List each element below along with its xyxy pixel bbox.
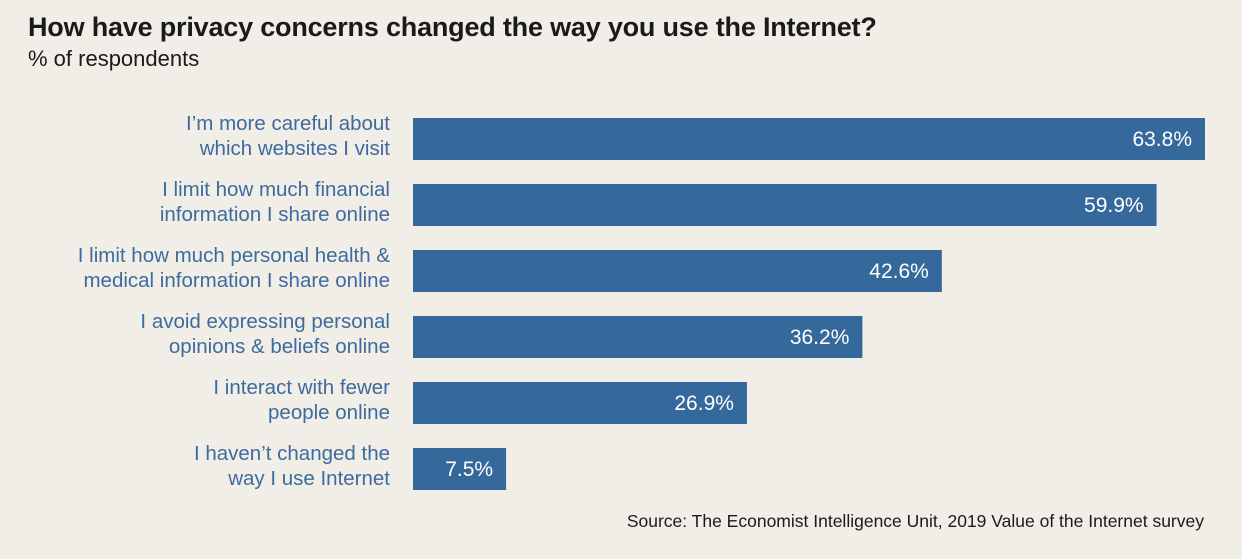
value-label-0: 63.8% xyxy=(1132,128,1192,151)
value-label-2: 42.6% xyxy=(869,260,929,283)
category-label-1: I limit how much financial information I … xyxy=(160,178,390,226)
bar-0 xyxy=(413,118,1205,160)
chart-subtitle: % of respondents xyxy=(28,46,200,71)
chart-title: How have privacy concerns changed the wa… xyxy=(28,12,877,42)
value-label-1: 59.9% xyxy=(1084,194,1144,217)
value-label-4: 26.9% xyxy=(674,392,734,415)
bar-5 xyxy=(413,448,507,490)
source-note: Source: The Economist Intelligence Unit,… xyxy=(626,511,1204,531)
bar-4 xyxy=(413,382,747,424)
bar-3 xyxy=(413,316,863,358)
value-label-3: 36.2% xyxy=(790,326,850,349)
bar-2 xyxy=(413,250,942,292)
category-label-5: I haven’t changed the way I use Internet xyxy=(194,442,390,490)
category-label-4: I interact with fewer people online xyxy=(213,376,390,424)
bar-1 xyxy=(413,184,1157,226)
category-label-0: I’m more careful about which websites I v… xyxy=(186,112,390,160)
category-label-2: I limit how much personal health & medica… xyxy=(78,244,391,292)
category-label-3: I avoid expressing personal opinions & be… xyxy=(140,310,390,358)
value-label-5: 7.5% xyxy=(445,458,493,481)
